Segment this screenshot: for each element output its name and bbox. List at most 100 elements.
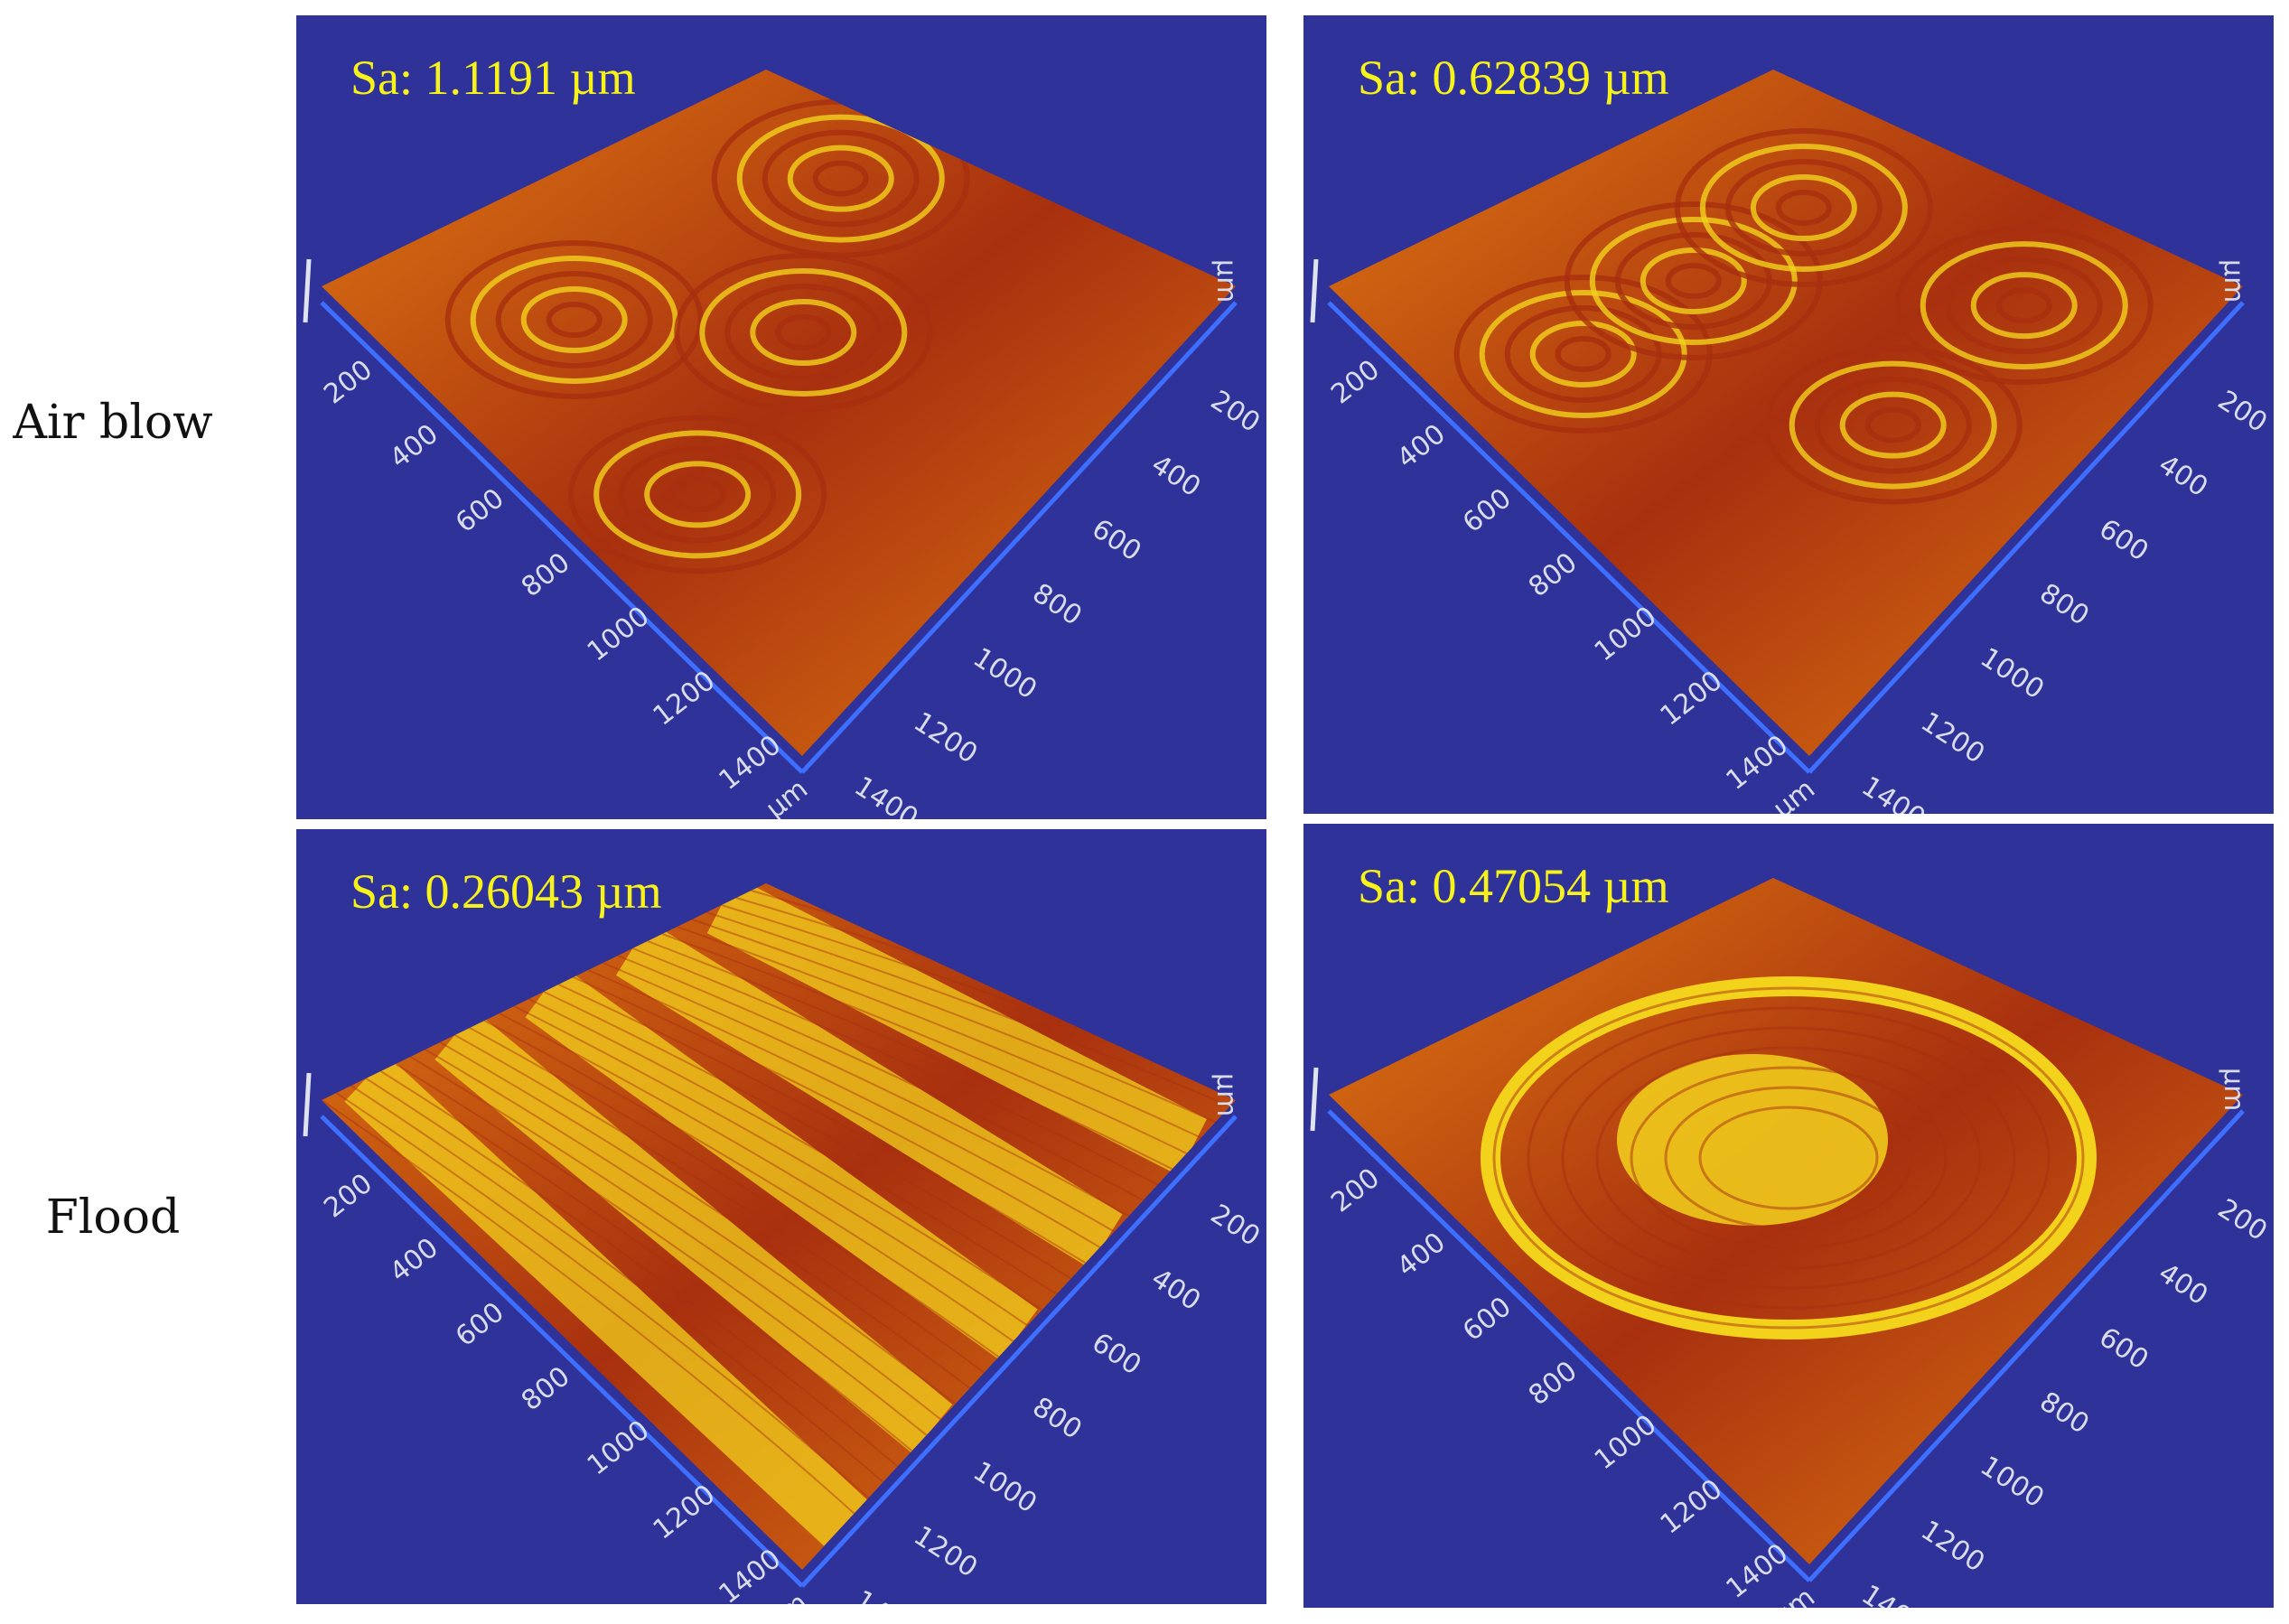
tool-mark <box>470 256 678 384</box>
row-label-flood: Flood <box>45 1190 181 1245</box>
tool-mark <box>395 1063 928 1436</box>
panel-air-blow-left: 200 200 400 400 600 600 800 800 1000 1000 1200 1200… <box>296 15 1266 819</box>
row-label-air-blow: Air blow <box>13 396 213 450</box>
tool-mark <box>409 1056 942 1421</box>
tool-mark <box>1970 272 2078 340</box>
tool-mark <box>380 1070 913 1452</box>
axis-unit-label: µm <box>1767 1582 1821 1608</box>
tick-label-y: 600 <box>1086 1327 1146 1382</box>
tick-label-y: 200 <box>1205 1199 1266 1254</box>
tool-mark <box>568 415 827 574</box>
axis-unit-label: µm <box>1210 1073 1242 1116</box>
tick-label-x: 600 <box>450 1296 510 1353</box>
tick-label-x: 400 <box>1391 1227 1452 1283</box>
tool-mark <box>1561 1026 2016 1290</box>
tool-mark <box>1995 287 2052 324</box>
tick-label-y: 1200 <box>1915 706 1990 770</box>
tick-label-y: 1400 <box>848 770 923 819</box>
tick-label-y: 200 <box>2212 1193 2273 1248</box>
tick-label-y: 1200 <box>1915 1515 1990 1579</box>
axis-unit-label: µm <box>760 773 814 819</box>
tool-mark <box>1699 144 1908 272</box>
tool-mark <box>1724 159 1883 257</box>
axis-y <box>800 1115 1238 1588</box>
tool-mark <box>775 314 832 350</box>
surface-base <box>322 70 1236 756</box>
tool-mark <box>617 955 1144 1201</box>
tool-mark <box>425 1049 957 1405</box>
tool-mark <box>603 962 1130 1218</box>
tool-mark <box>661 933 1188 1154</box>
sa-value: Sa: 1.1191 µm <box>350 51 636 105</box>
tick-label-y: 800 <box>2034 577 2095 632</box>
tool-mark <box>587 969 1116 1233</box>
tool-mark <box>1839 391 1947 459</box>
surface-plot: 2002004004006006008008001000100012001200… <box>1310 878 2273 1608</box>
tick-label-x: 600 <box>1457 1291 1518 1348</box>
tick-label-x: 1200 <box>1655 1473 1729 1541</box>
tool-mark <box>1945 257 2103 355</box>
tool-mark <box>632 947 1159 1186</box>
surface-ridge <box>1481 976 2097 1339</box>
tick-label-y: 800 <box>1027 1391 1088 1446</box>
tick-label-x: 1200 <box>648 665 722 733</box>
tick-label-y: 1000 <box>967 642 1042 706</box>
axis-unit-label: µm <box>760 1587 814 1604</box>
tick-label-x: 1200 <box>648 1479 722 1546</box>
tick-label-x: 400 <box>384 1232 444 1289</box>
tool-mark <box>691 919 1217 1124</box>
tool-mark <box>750 299 857 366</box>
tool-mark <box>573 976 1101 1248</box>
tool-mark <box>483 1020 1014 1342</box>
tool-mark <box>322 1099 855 1515</box>
tick-label-x: 400 <box>384 418 444 475</box>
panel-air-blow-right: 200 200 400 400 600 600 800 800 1000 1000 1200 1200… <box>1303 15 2274 814</box>
tool-mark <box>619 445 777 544</box>
tool-mark <box>543 991 1072 1280</box>
tool-mark <box>528 998 1058 1295</box>
tick-label-x: 1200 <box>1655 665 1729 733</box>
tool-mark <box>1920 241 2128 370</box>
axis-unit-label: µm <box>2218 1068 2249 1111</box>
sa-value: Sa: 0.62839 µm <box>1358 51 1669 105</box>
tool-mark <box>350 1085 884 1483</box>
tick-label-y: 1200 <box>908 706 983 770</box>
tick-label-x: 600 <box>450 482 510 539</box>
sa-value: Sa: 0.26043 µm <box>350 864 662 919</box>
panel-flood-left: 200 200 400 400 600 600 800 800 1000 1000 1200 1200… <box>296 829 1266 1604</box>
surface-center <box>1617 1054 1888 1226</box>
tool-mark <box>557 984 1087 1265</box>
tick-label-y: 200 <box>2212 385 2273 440</box>
tool-mark <box>499 1013 1029 1327</box>
tick-label-x: 200 <box>318 354 378 411</box>
axis-y <box>800 301 1238 774</box>
tool-mark <box>1529 321 1637 387</box>
tick-label-y: 1000 <box>1975 1451 2050 1515</box>
tool-mark <box>454 1034 986 1374</box>
axis-z <box>1310 1067 1319 1132</box>
surface-ridge <box>525 966 1038 1361</box>
sa-value: Sa: 0.47054 µm <box>1358 859 1669 913</box>
axis-unit-label: µm <box>1767 773 1821 814</box>
tool-mark <box>520 286 628 353</box>
tick-label-x: 800 <box>1523 1355 1584 1412</box>
tick-label-y: 400 <box>2153 1257 2213 1312</box>
tick-label-x: 400 <box>1391 418 1452 475</box>
tick-label-x: 200 <box>318 1168 378 1225</box>
tool-mark <box>444 240 704 399</box>
tick-label-x: 800 <box>1523 546 1584 603</box>
axis-x <box>1327 301 1811 774</box>
tool-mark <box>1527 1006 2051 1310</box>
axis-unit-label: µm <box>1210 259 1242 303</box>
tool-mark <box>761 129 920 228</box>
tick-label-x: 800 <box>516 1360 576 1417</box>
tool-mark <box>787 145 894 212</box>
axis-unit-label: µm <box>2218 259 2249 303</box>
tick-label-y: 600 <box>2093 1321 2154 1377</box>
tick-label-y: 200 <box>1205 385 1266 440</box>
tick-label-y: 400 <box>1145 1263 1206 1318</box>
tick-label-x: 1000 <box>582 601 656 668</box>
tool-mark <box>1665 263 1722 299</box>
tool-mark <box>1595 1046 1982 1270</box>
surface-base <box>1329 70 2243 756</box>
